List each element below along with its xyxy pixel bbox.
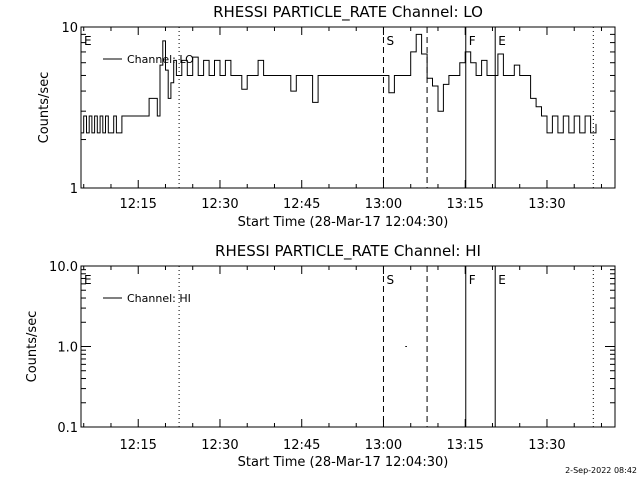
footer-date: 2-Sep-2022 08:42 <box>565 466 637 475</box>
x-tick-label: 13:00 <box>365 197 402 212</box>
x-tick-label: 12:30 <box>201 438 238 453</box>
y-tick-label: 10 <box>61 21 78 36</box>
x-tick-label: 13:15 <box>446 438 483 453</box>
marker-label: S <box>386 273 394 287</box>
chart-panel-1: RHESSI PARTICLE_RATE Channel: LO 12:15 12:… <box>37 3 616 230</box>
marker-label: S <box>386 34 394 48</box>
y-tick-label: 0.1 <box>57 421 78 436</box>
plot-frame <box>80 265 616 428</box>
legend-label: Channel: HI <box>127 292 191 305</box>
chart-title: RHESSI PARTICLE_RATE Channel: HI <box>215 242 481 261</box>
x-tick-label: 13:15 <box>446 197 483 212</box>
y-tick-label: 1 <box>70 182 78 197</box>
x-axis-label: Start Time (28-Mar-17 12:04:30) <box>238 455 449 470</box>
y-axis-label: Counts/sec <box>37 72 52 144</box>
x-tick-label: 12:15 <box>119 438 156 453</box>
marker-label: E <box>498 34 506 48</box>
y-axis-label: Counts/sec <box>25 311 40 383</box>
x-tick-label: 13:00 <box>365 438 402 453</box>
marker-label: F <box>469 34 476 48</box>
y-tick-label: 10.0 <box>49 260 78 275</box>
x-tick-label: 12:45 <box>283 438 320 453</box>
marker-label: E <box>84 273 92 287</box>
chart-panel-2: RHESSI PARTICLE_RATE Channel: HI 12:15 12:… <box>25 242 616 470</box>
marker-label: E <box>84 34 92 48</box>
plot-frame <box>80 26 616 189</box>
series-line <box>81 33 597 134</box>
x-tick-label: 12:45 <box>283 197 320 212</box>
chart-title: RHESSI PARTICLE_RATE Channel: LO <box>213 3 483 22</box>
x-tick-label: 12:15 <box>119 197 156 212</box>
legend-label: Channel: LO <box>127 53 194 66</box>
y-tick-label: 1.0 <box>57 341 78 356</box>
marker-label: F <box>469 273 476 287</box>
x-tick-label: 12:30 <box>201 197 238 212</box>
marker-label: E <box>498 273 506 287</box>
x-axis-label: Start Time (28-Mar-17 12:04:30) <box>238 215 449 230</box>
x-tick-label: 13:30 <box>528 197 565 212</box>
x-tick-label: 13:30 <box>528 438 565 453</box>
